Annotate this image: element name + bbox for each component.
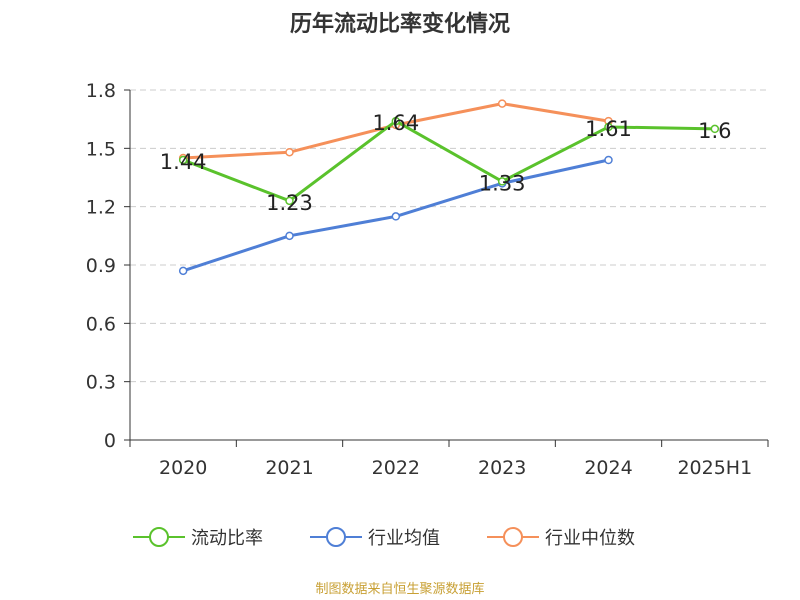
legend-item[interactable]: 流动比率 — [133, 523, 263, 551]
y-tick-label: 0 — [104, 430, 116, 452]
legend-item[interactable]: 行业均值 — [310, 523, 440, 551]
legend-marker-icon — [310, 527, 362, 547]
x-tick-label: 2021 — [265, 457, 313, 479]
x-tick-label: 2025H1 — [677, 457, 752, 479]
y-tick-label: 0.6 — [86, 313, 116, 335]
legend-item[interactable]: 行业中位数 — [487, 523, 635, 551]
legend-circle — [326, 527, 346, 547]
axes: 0 0.3 0.6 0.9 1.2 1.5 1.8 2020 2021 2022 2023 2024 2… — [86, 80, 769, 479]
data-point — [285, 196, 294, 206]
data-point — [497, 177, 507, 186]
legend: 流动比率 行业均值 行业中位数 — [0, 523, 800, 553]
data-point — [285, 147, 294, 157]
legend-label: 行业均值 — [368, 528, 440, 549]
x-tick-label: 2023 — [478, 457, 526, 479]
chart-title: 历年流动比率变化情况 — [289, 12, 510, 37]
data-point — [178, 266, 188, 276]
data-point — [391, 212, 401, 221]
x-tick-label: 2020 — [159, 457, 207, 479]
legend-label: 流动比率 — [191, 528, 263, 549]
source-note: 制图数据来自恒生聚源数据库 — [315, 582, 485, 597]
data-point — [497, 99, 507, 108]
y-tick-label: 1.8 — [86, 80, 116, 102]
series-line — [182, 119, 715, 203]
data-point — [604, 155, 613, 165]
x-tick-label: 2024 — [584, 457, 632, 479]
data-point — [178, 155, 188, 165]
data-point — [285, 231, 294, 241]
data-point — [604, 122, 613, 132]
y-tick-label: 1.2 — [86, 197, 116, 219]
x-tick-label: 2022 — [372, 457, 420, 479]
legend-label: 行业中位数 — [545, 528, 635, 549]
data-label: 1.44 — [160, 150, 207, 174]
data-label: 1.64 — [372, 111, 419, 135]
data-label: 1.23 — [266, 191, 313, 215]
data-label: 1.33 — [479, 171, 526, 195]
legend-circle — [503, 527, 523, 547]
legend-circle — [149, 527, 169, 547]
data-label: 1.61 — [585, 117, 632, 141]
y-tick-label: 0.3 — [86, 372, 116, 394]
legend-marker-icon — [133, 527, 185, 547]
data-labels: 1.44 1.23 1.64 1.33 1.61 1.6 — [160, 111, 732, 215]
data-label: 1.6 — [698, 119, 731, 143]
legend-marker-icon — [487, 527, 539, 547]
data-point — [710, 124, 720, 134]
y-tick-label: 1.5 — [86, 138, 116, 160]
grid-lines — [130, 89, 768, 383]
data-point — [391, 116, 401, 126]
y-tick-label: 0.9 — [86, 255, 116, 277]
series-layer — [178, 99, 720, 276]
